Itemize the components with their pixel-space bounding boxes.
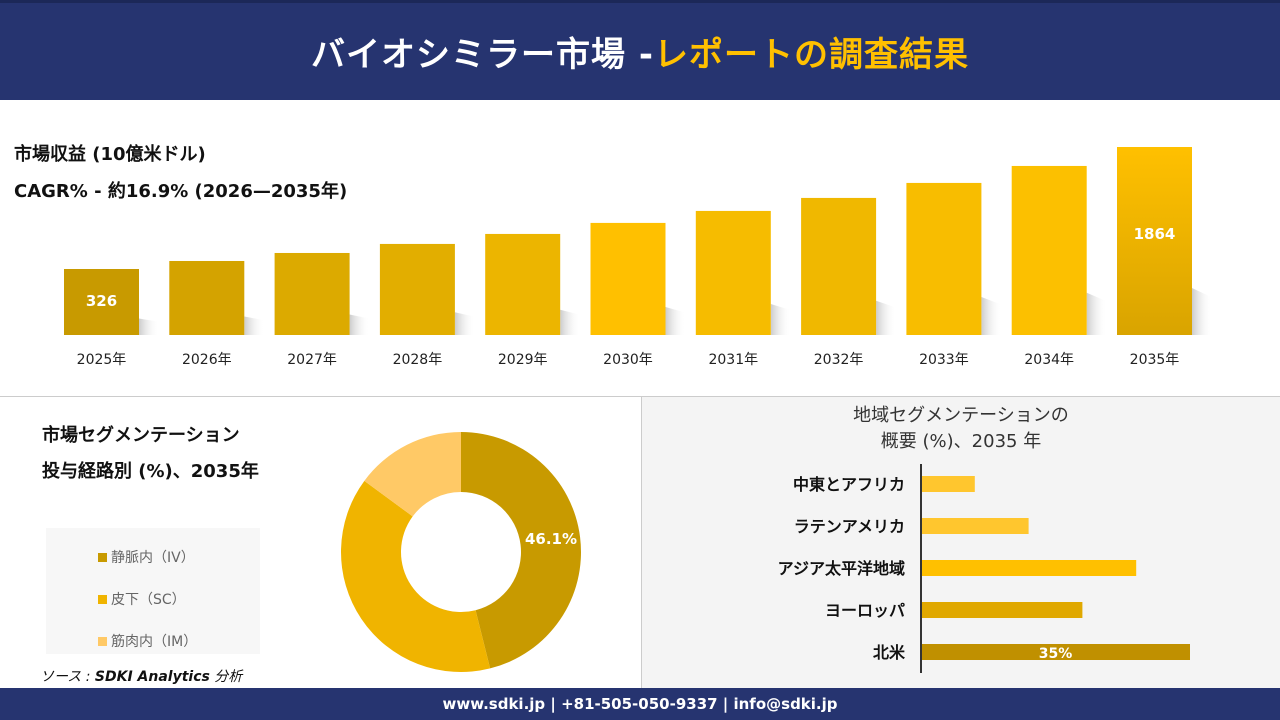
- header-banner: バイオシミラー市場 - レポートの調査結果: [0, 0, 1280, 100]
- bar-2030年: [590, 222, 666, 335]
- x-tick-label: 2026年: [182, 352, 232, 368]
- legend-item: 筋肉内（IM）: [98, 631, 197, 651]
- region-data-label: 35%: [1039, 646, 1073, 662]
- source-note: ソース : SDKI Analytics 分析: [40, 669, 243, 685]
- bar-shadow: [770, 303, 791, 335]
- bar-shadow: [1192, 288, 1212, 335]
- legend-label: 静脈内（IV）: [111, 550, 195, 566]
- bar-shadow: [244, 316, 265, 335]
- bar-2035年: [1117, 147, 1192, 335]
- bar-shadow: [876, 300, 897, 335]
- bar-2033年: [906, 182, 982, 335]
- bar-shadow: [139, 318, 159, 335]
- legend-item: 静脈内（IV）: [98, 547, 195, 567]
- x-tick-label: 2029年: [498, 352, 548, 368]
- region-bar-1: [921, 518, 1029, 534]
- region-bar-4: [921, 644, 1190, 660]
- x-tick-label: 2027年: [287, 352, 337, 368]
- bar-2032年: [801, 197, 877, 335]
- segment-title-2: 投与経路別 (%)、2035年: [42, 461, 259, 482]
- revenue-label: 市場収益 (10億米ドル): [14, 144, 206, 165]
- divider: [0, 396, 1280, 397]
- bar-2026年: [169, 260, 245, 335]
- x-tick-label: 2025年: [77, 352, 127, 368]
- x-tick-label: 2030年: [603, 352, 653, 368]
- bar-shadow: [981, 296, 1002, 335]
- bar-2029年: [485, 233, 561, 335]
- legend-swatch: [98, 594, 107, 604]
- slice-data-label: 46.1%: [525, 530, 577, 548]
- legend-swatch: [98, 636, 107, 646]
- region-panel: 地域セグメンテーションの 概要 (%)、2035 年: [641, 397, 1280, 688]
- legend-label: 筋肉内（IM）: [111, 634, 198, 650]
- bar-2034年: [1011, 165, 1087, 335]
- region-label: ヨーロッパ: [825, 601, 905, 620]
- region-bar-3: [921, 602, 1083, 618]
- revenue-bar-chart: 2025年 326 2026年 2027年 2028年 2029年 2030年 2031年 20…: [64, 147, 1212, 368]
- x-tick-label: 2034年: [1024, 352, 1074, 368]
- donut-slice-1: [341, 480, 491, 672]
- region-label: ラテンアメリカ: [794, 517, 905, 536]
- title-highlight: レポートの調査結果: [653, 35, 969, 75]
- bar-shadow: [454, 312, 475, 335]
- x-tick-label: 2035年: [1130, 352, 1180, 368]
- footer-contact: www.sdki.jp | +81-505-050-9337 | info@sd…: [0, 688, 1280, 720]
- region-title: 地域セグメンテーションの 概要 (%)、2035 年: [853, 405, 1069, 452]
- x-tick-label: 2028年: [393, 352, 443, 368]
- bar-2028年: [379, 243, 455, 335]
- bar-shadow: [1086, 292, 1107, 335]
- region-label: 北米: [873, 643, 906, 662]
- donut-chart: 46.1%: [341, 432, 581, 672]
- legend-item: 皮下（SC）: [98, 589, 186, 609]
- donut-legend: 静脈内（IV） 皮下（SC） 筋肉内（IM）: [46, 528, 260, 654]
- x-tick-label: 2032年: [814, 352, 864, 368]
- bar-data-label: 1864: [1134, 225, 1176, 243]
- bar-shadow: [665, 306, 686, 335]
- region-bar-2: [921, 560, 1137, 576]
- bar-shadow: [349, 314, 370, 335]
- x-tick-label: 2033年: [919, 352, 969, 368]
- bar-2025年: [64, 269, 139, 335]
- bar-2027年: [274, 252, 350, 335]
- donut-slice-2: [364, 432, 461, 517]
- title-main: バイオシミラー市場 -: [311, 35, 654, 75]
- cagr-label: CAGR% - 約16.9% (2026—2035年): [14, 181, 348, 202]
- bar-data-label: 326: [86, 292, 117, 310]
- donut-slice-0: [461, 432, 581, 669]
- x-tick-label: 2031年: [708, 352, 758, 368]
- segment-title-1: 市場セグメンテーション: [42, 425, 240, 446]
- region-label: 中東とアフリカ: [793, 475, 905, 494]
- bar-shadow: [560, 309, 581, 335]
- region-label: アジア太平洋地域: [778, 559, 905, 578]
- bar-2031年: [695, 210, 771, 335]
- legend-swatch: [98, 552, 107, 562]
- legend-label: 皮下（SC）: [111, 592, 186, 608]
- region-bar-0: [921, 476, 975, 492]
